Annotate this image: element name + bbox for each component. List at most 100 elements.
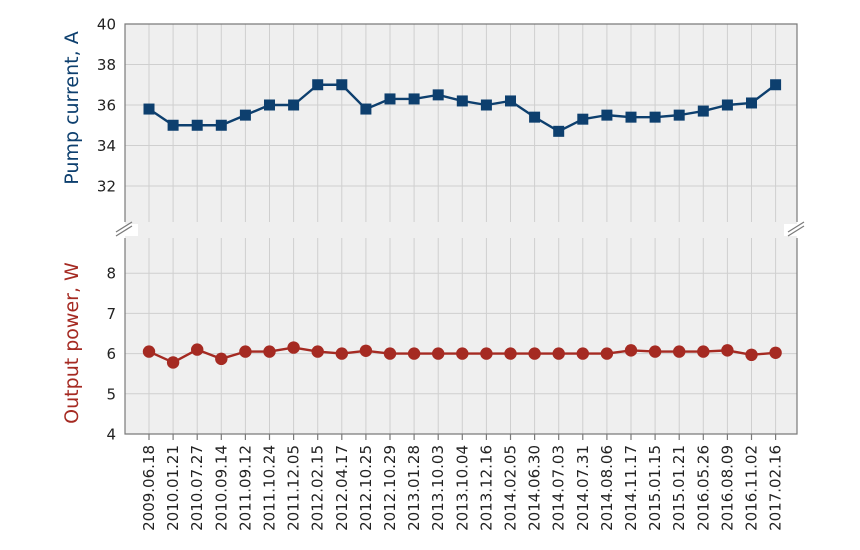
pump-current-point [480,99,492,111]
output-power-point [697,345,710,358]
x-tick-label: 2011.12.05 [285,445,303,531]
x-tick-label: 2012.02.15 [309,445,327,531]
x-tick-label: 2012.10.25 [357,445,375,531]
pump-current-point [673,109,685,121]
grid-lines [125,24,797,434]
output-power-point [311,345,324,358]
output-power-point [191,343,204,356]
y-axis-title-output-power: Output power, W [61,262,83,424]
pump-current-point [721,99,733,111]
x-tick-label: 2011.10.24 [261,445,279,531]
pump-current-point [384,93,396,105]
x-tick-label: 2015.01.21 [670,445,688,531]
output-power-point [456,347,469,360]
output-power-point [335,347,348,360]
x-tick-label: 2014.07.03 [550,445,568,531]
output-power-point [648,345,662,358]
pump-current-point [505,95,516,107]
output-power-point [480,347,493,360]
axis-break-right-icon [784,221,810,237]
y-tick-label: 4 [106,426,116,444]
y-axis-tick-labels: 32 34 36 38 40 4 5 6 7 8 [97,16,116,444]
y-tick-label: 6 [106,345,116,363]
pump-current-point [408,93,420,105]
pump-current-point [601,109,613,121]
output-power-point [721,344,734,357]
pump-current-point [239,109,251,121]
y-tick-label: 38 [97,56,116,74]
pump-current-point [143,103,155,115]
plot-frame [124,23,798,435]
pump-current-point [432,89,444,101]
x-tick-label: 2014.06.30 [526,445,544,531]
pump-current-point [529,111,541,123]
pump-current-point [553,125,565,137]
x-tick-label: 2012.10.29 [381,445,399,531]
x-tick-label: 2014.08.06 [598,445,616,531]
pump-current-point [625,111,637,123]
pump-current-point [336,79,348,91]
x-tick-label: 2016.08.09 [718,445,736,531]
x-tick-label: 2010.07.27 [188,445,206,531]
x-tick-label: 2011.09.12 [236,445,254,531]
y-axis-title-pump-current: Pump current, A [61,31,83,184]
pump-current-point [191,119,203,131]
pump-current-point [288,99,300,111]
y-tick-label: 7 [106,305,116,323]
output-power-point [287,341,300,354]
plot-background [125,24,797,434]
output-power-point [600,347,614,360]
x-axis-ticks [148,434,777,440]
x-tick-label: 2014.07.31 [574,445,592,531]
output-power-point [769,346,782,359]
pump-current-point [312,79,324,91]
x-tick-label: 2016.11.02 [743,445,761,531]
x-tick-label: 2013.10.03 [429,445,447,531]
y-tick-label: 36 [97,97,116,115]
output-power-point [383,347,397,360]
output-power-point [407,347,421,360]
output-power-point [432,347,445,360]
x-tick-label: 2013.12.16 [477,445,495,531]
output-power-point [673,345,686,358]
output-power-point [263,345,276,358]
pump-current-point [215,119,227,131]
pump-current-point [697,105,709,117]
x-tick-label: 2010.01.21 [164,445,182,531]
y-tick-label: 32 [97,178,116,196]
output-power-point [624,344,638,357]
output-power-point [576,347,589,360]
pump-current-point [456,95,468,107]
x-tick-label: 2013.01.28 [405,445,423,531]
pump-current-point [649,111,661,123]
x-tick-label: 2014.02.05 [502,445,520,531]
output-power-point [359,344,373,357]
x-tick-label: 2013.10.04 [453,445,471,531]
data-series [142,79,782,369]
y-tick-label: 8 [106,265,116,283]
x-axis-tick-labels: 2009.06.18 2010.01.21 2010.07.27 2010.09.14… [140,445,785,531]
pump-current-point [577,113,589,125]
output-power-point [142,345,156,358]
pump-current-point [264,99,275,111]
y-tick-label: 5 [106,385,116,403]
output-power-point [166,356,180,369]
x-tick-label: 2009.06.18 [140,445,158,531]
output-power-point [504,347,517,360]
output-power-point [528,347,541,360]
output-power-point [552,347,565,360]
x-tick-label: 2010.09.14 [212,445,230,531]
pump-current-point [167,119,179,131]
pump-current-point [360,103,372,115]
x-tick-label: 2014.11.17 [622,445,640,531]
x-tick-label: 2016.05.26 [694,445,712,531]
output-power-point [239,345,252,358]
x-tick-label: 2017.02.16 [767,445,785,531]
pump-current-point [746,97,757,109]
x-tick-label: 2012.04.17 [333,445,351,531]
output-power-point [215,352,228,366]
output-power-point [745,348,758,362]
pump-current-point [770,79,782,91]
axis-break-left-icon [112,221,138,237]
